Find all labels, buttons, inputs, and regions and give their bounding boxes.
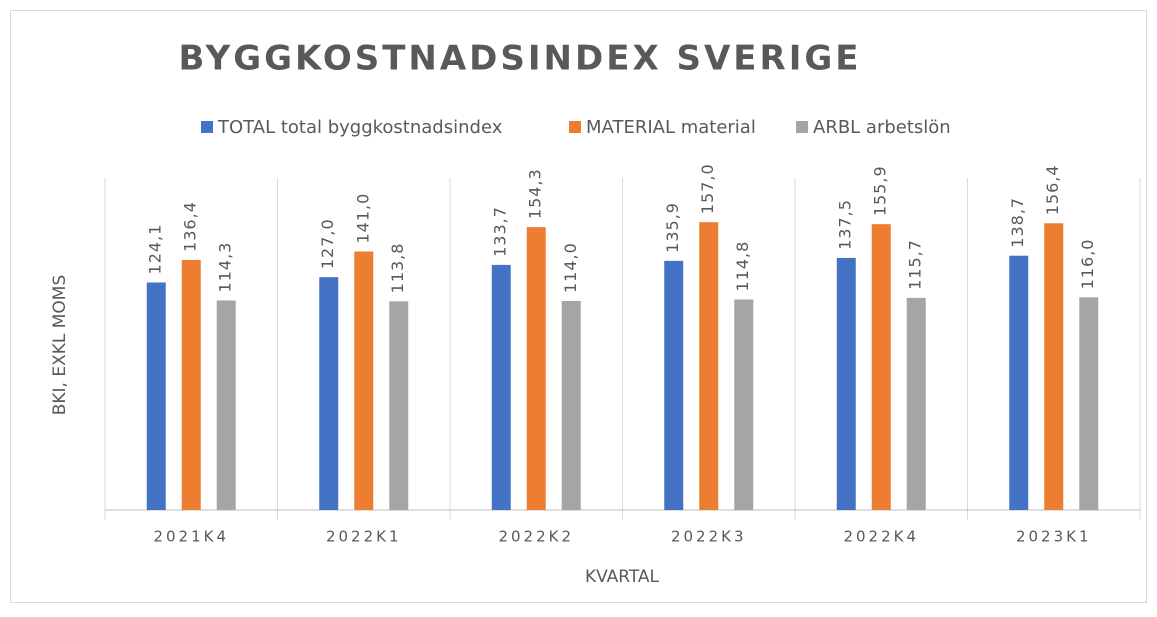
- value-label: 116,0: [1078, 239, 1097, 290]
- bar: [146, 282, 166, 510]
- x-tick-label: 2021K4: [153, 528, 229, 546]
- value-label: 154,3: [526, 168, 545, 219]
- x-tick-label: 2022K2: [498, 528, 574, 546]
- bar: [561, 301, 581, 510]
- value-label: 138,7: [1008, 197, 1027, 248]
- legend-swatch: [201, 121, 213, 133]
- chart-title: BYGGKOSTNADSINDEX SVERIGE: [179, 39, 862, 79]
- x-tick-label: 2023K1: [1016, 528, 1092, 546]
- legend-swatch: [569, 121, 581, 133]
- bar: [1044, 223, 1064, 510]
- bar: [491, 264, 511, 510]
- value-label: 115,7: [906, 239, 925, 290]
- value-label: 133,7: [491, 206, 510, 257]
- value-label: 141,0: [353, 193, 372, 244]
- bar: [906, 297, 926, 510]
- bar: [836, 257, 856, 510]
- value-label: 113,8: [388, 243, 407, 294]
- value-label: 135,9: [663, 202, 682, 253]
- bar: [216, 300, 236, 510]
- bar: [181, 259, 201, 510]
- value-label: 156,4: [1043, 164, 1062, 215]
- bar: [664, 260, 684, 510]
- bar: [734, 299, 754, 510]
- x-tick-label: 2022K4: [843, 528, 919, 546]
- x-tick-label: 2022K1: [326, 528, 402, 546]
- bar: [389, 301, 409, 510]
- value-label: 114,3: [216, 242, 235, 293]
- x-axis-title: KVARTAL: [585, 567, 660, 587]
- y-axis-title: BKI, EXKL MOMS: [50, 275, 70, 416]
- value-label: 155,9: [871, 165, 890, 216]
- legend-swatch: [796, 121, 808, 133]
- value-label: 157,0: [698, 163, 717, 214]
- bar: [319, 277, 339, 510]
- x-tick-label: 2022K3: [671, 528, 747, 546]
- legend-label: ARBL arbetslön: [813, 117, 951, 138]
- value-label: 136,4: [181, 201, 200, 252]
- bar: [1079, 297, 1099, 510]
- bar: [871, 224, 891, 510]
- value-label: 127,0: [318, 218, 337, 269]
- legend-label: MATERIAL material: [586, 117, 756, 138]
- bar: [354, 251, 374, 510]
- bar: [526, 227, 546, 510]
- value-label: 114,0: [561, 242, 580, 293]
- value-label: 114,8: [733, 241, 752, 292]
- value-label: 124,1: [146, 224, 165, 275]
- bar: [699, 222, 719, 510]
- legend-label: TOTAL total byggkostnadsindex: [217, 117, 503, 138]
- value-label: 137,5: [836, 199, 855, 250]
- bar: [1009, 255, 1029, 510]
